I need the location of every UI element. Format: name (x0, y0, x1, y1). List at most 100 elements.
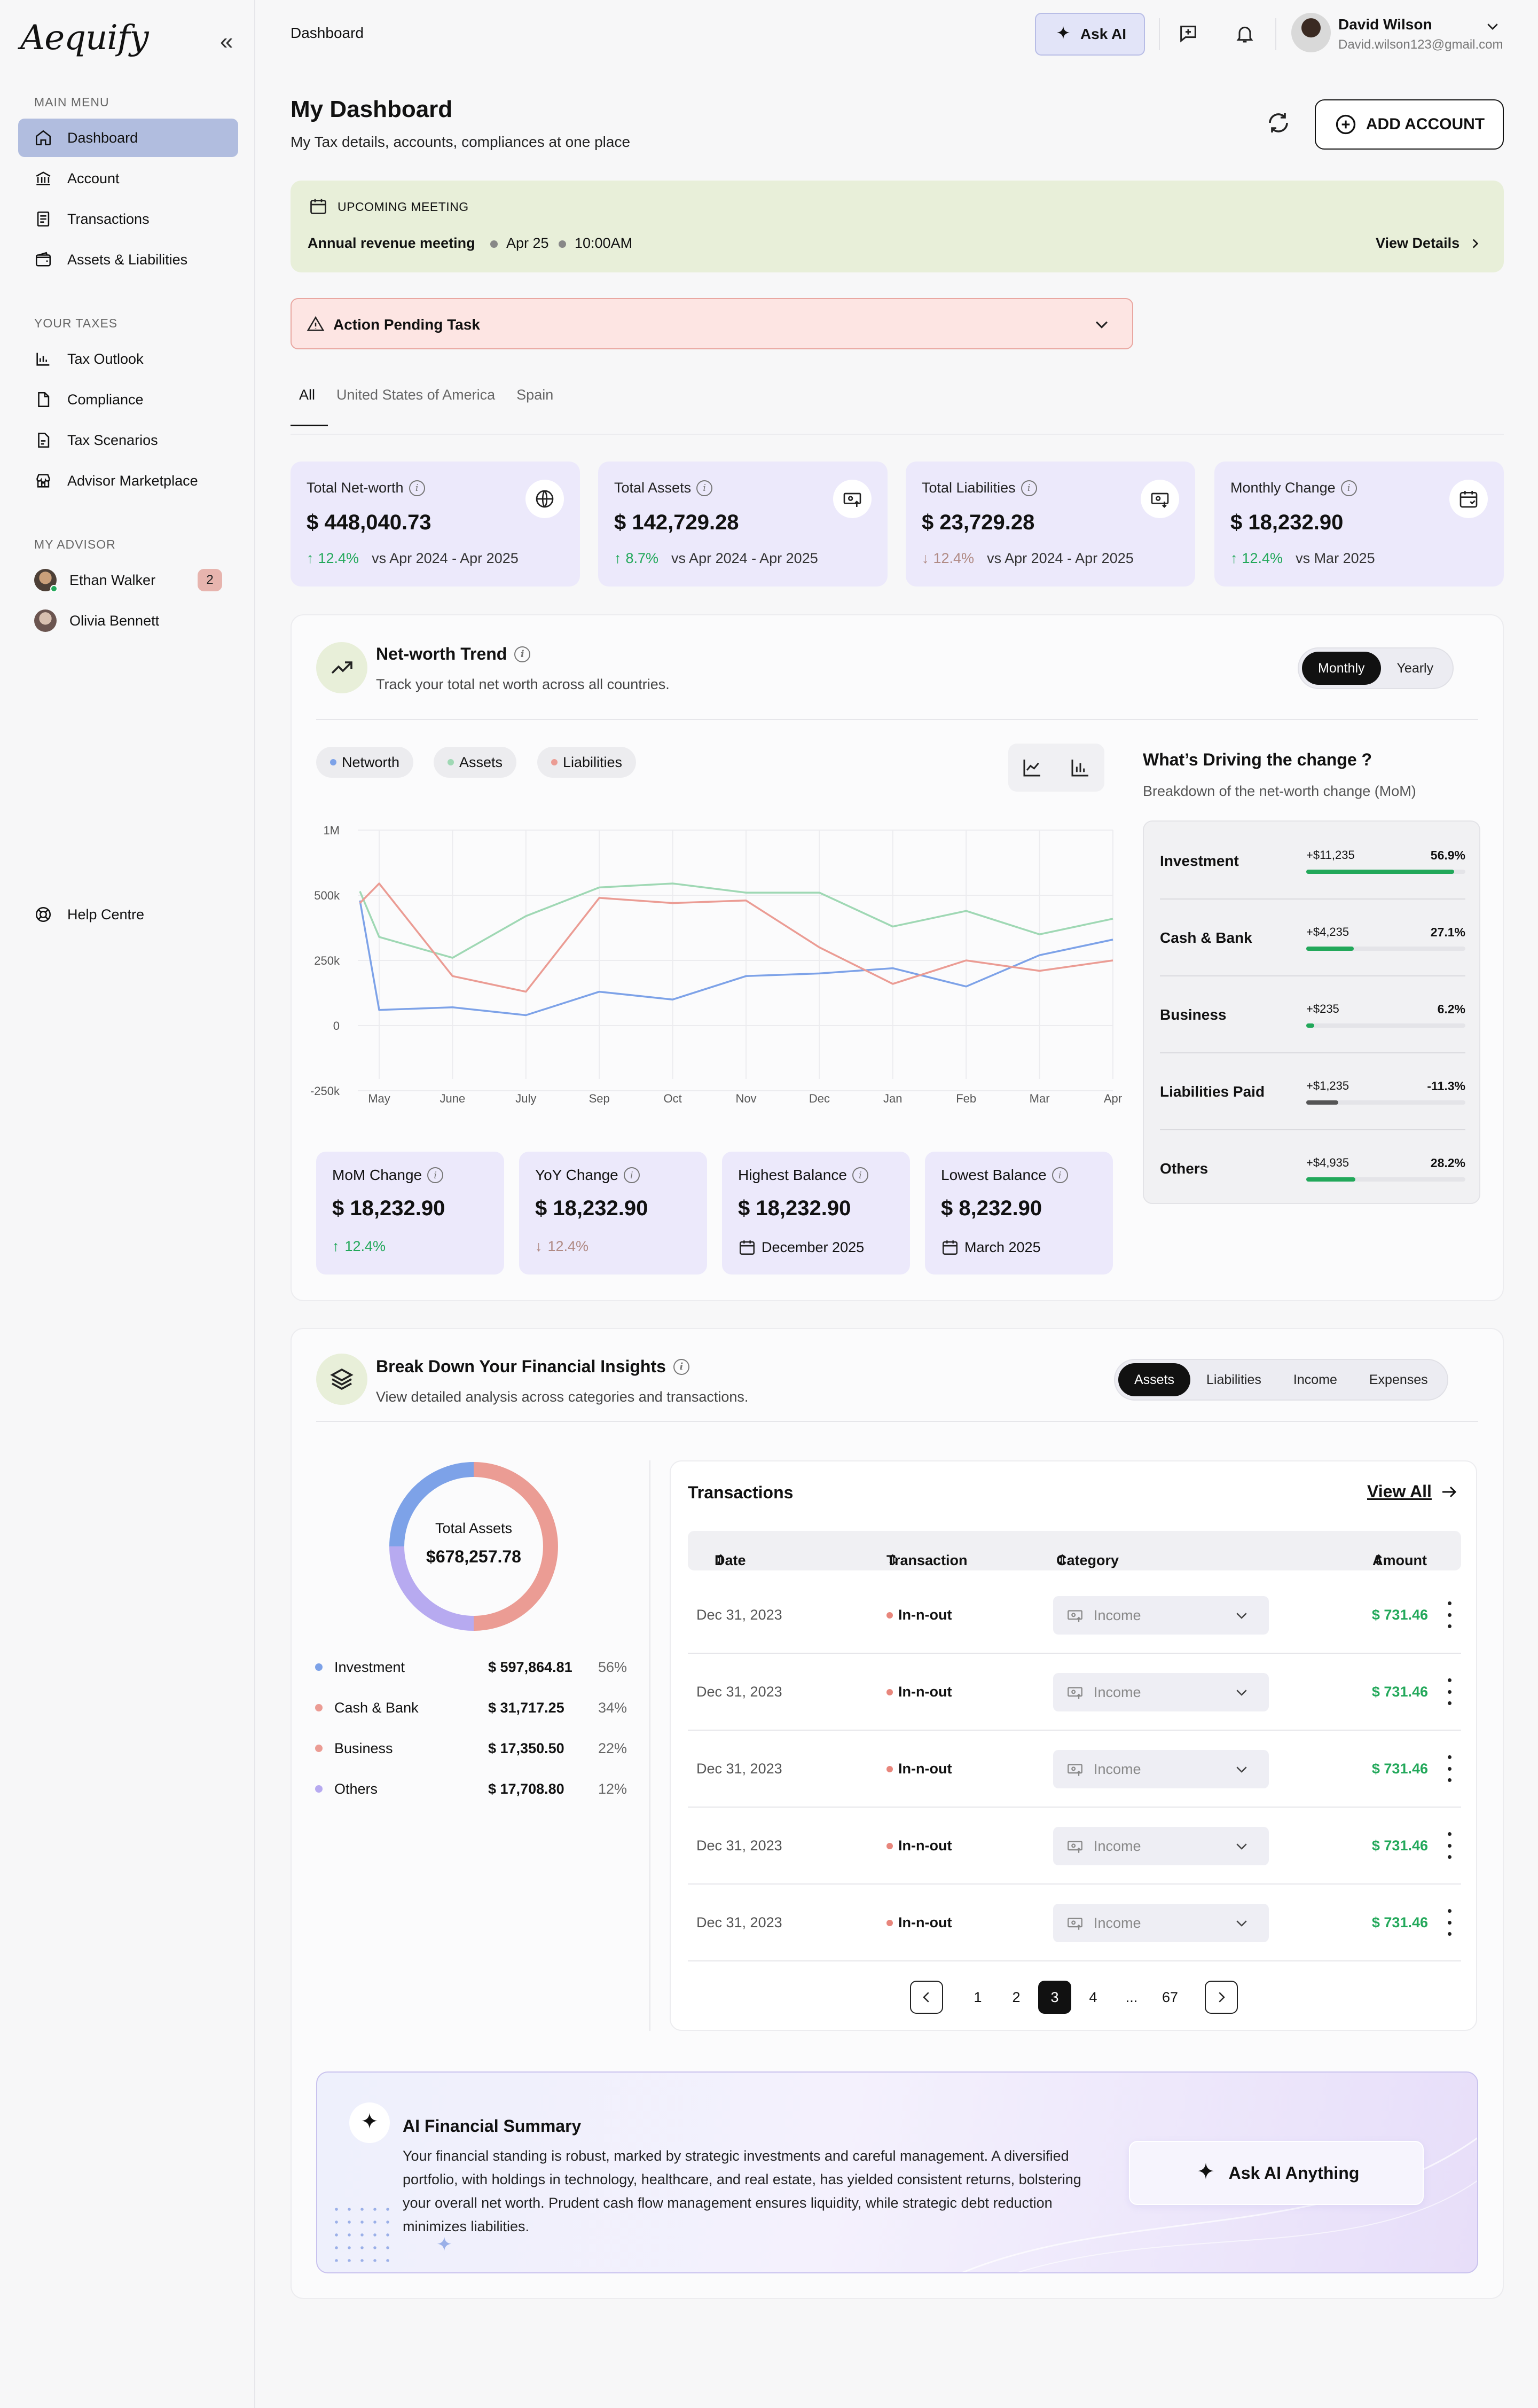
tab-expenses[interactable]: Expenses (1369, 1372, 1428, 1387)
app-logo[interactable]: Aequify (20, 18, 149, 58)
page-ellipsis: ... (1125, 1989, 1138, 2005)
info-icon[interactable]: i (427, 1167, 444, 1183)
ask-ai-anything-button[interactable]: Ask AI Anything (1129, 2141, 1424, 2205)
sidebar-item-advisor-marketplace[interactable]: Advisor Marketplace (18, 462, 238, 500)
more-vertical-icon[interactable] (1444, 1755, 1455, 1782)
page-3[interactable]: 3 (1038, 1981, 1071, 2014)
donut-slice[interactable] (473, 1462, 558, 1631)
info-icon[interactable]: i (673, 1358, 689, 1375)
info-icon[interactable]: i (1021, 480, 1037, 496)
more-vertical-icon[interactable] (1444, 1909, 1455, 1936)
category-select[interactable]: Income (1053, 1827, 1269, 1865)
chevron-right-icon (1219, 1992, 1225, 2003)
mini-card-yoy[interactable]: YoY Change i $ 18,232.90 ↓ 12.4% (519, 1152, 707, 1275)
tx-name: In-n-out (886, 1914, 952, 1931)
legend-name: Others (334, 1781, 378, 1797)
stat-card-total-assets[interactable]: Total Assets i $ 142,729.28 ↑ 8.7% vs Apr 2… (598, 462, 888, 587)
warning-icon (307, 316, 325, 331)
sidebar-item-dashboard[interactable]: Dashboard (18, 119, 238, 157)
action-pending-dropdown[interactable]: Action Pending Task (291, 298, 1133, 349)
chevron-down-icon[interactable] (1485, 18, 1501, 34)
legend-color-dot (315, 1704, 323, 1711)
legend-chip-networth[interactable]: Networth (316, 747, 414, 778)
home-icon (34, 129, 52, 147)
table-row[interactable]: Dec 31, 2023 In-n-out Income $ 731.46 (688, 1654, 1461, 1731)
page-1[interactable]: 1 (974, 1989, 982, 2005)
tab-liabilities[interactable]: Liabilities (1206, 1372, 1261, 1387)
table-row[interactable]: Dec 31, 2023 In-n-out Income $ 731.46 (688, 1577, 1461, 1654)
next-page-button[interactable] (1205, 1981, 1238, 2014)
stat-card-net-worth[interactable]: Total Net-worth i $ 448,040.73 ↑ 12.4% vs A… (291, 462, 580, 587)
separator-dot (559, 240, 566, 248)
stat-card-monthly-change[interactable]: Monthly Change i $ 18,232.90 ↑ 12.4% vs Mar… (1214, 462, 1504, 587)
info-icon[interactable]: i (852, 1167, 868, 1183)
mini-card-lowest[interactable]: Lowest Balance i $ 8,232.90 March 2025 (925, 1152, 1113, 1275)
donut-slice[interactable] (389, 1462, 474, 1547)
tab-usa[interactable]: United States of America (336, 387, 496, 403)
user-name[interactable]: David Wilson (1338, 16, 1432, 33)
sidebar-item-transactions[interactable]: Transactions (18, 200, 238, 238)
add-account-button[interactable]: ADD ACCOUNT (1315, 99, 1504, 150)
category-select[interactable]: Income (1053, 1750, 1269, 1788)
sidebar-item-assets-liabilities[interactable]: Assets & Liabilities (18, 240, 238, 279)
chevron-down-icon (1236, 1766, 1247, 1773)
more-vertical-icon[interactable] (1444, 1678, 1455, 1705)
driver-name: Cash & Bank (1160, 929, 1252, 946)
x-tick-label: Dec (809, 1092, 830, 1105)
sidebar-item-compliance[interactable]: Compliance (18, 380, 238, 419)
table-row[interactable]: Dec 31, 2023 In-n-out Income $ 731.46 (688, 1808, 1461, 1885)
tab-assets[interactable]: Assets (1118, 1363, 1191, 1396)
info-icon[interactable]: i (409, 480, 425, 496)
sidebar-item-tax-outlook[interactable]: Tax Outlook (18, 340, 238, 378)
info-icon[interactable]: i (696, 480, 713, 496)
line-chart-icon[interactable] (1022, 757, 1043, 778)
more-vertical-icon[interactable] (1444, 1601, 1455, 1628)
money-out-icon (1141, 480, 1179, 518)
sidebar-item-help-centre[interactable]: Help Centre (18, 895, 238, 934)
user-avatar[interactable] (1291, 13, 1331, 52)
view-all-link[interactable]: View All (1367, 1482, 1458, 1502)
legend-chip-assets[interactable]: Assets (434, 747, 517, 778)
category-select[interactable]: Income (1053, 1673, 1269, 1711)
info-icon[interactable]: i (514, 646, 531, 662)
category-select[interactable]: Income (1053, 1596, 1269, 1635)
driver-progress-track (1306, 1177, 1465, 1182)
view-details-link[interactable]: View Details (1376, 235, 1482, 252)
sidebar-item-tax-scenarios[interactable]: Tax Scenarios (18, 421, 238, 459)
tab-spain[interactable]: Spain (516, 387, 554, 403)
bell-icon[interactable] (1233, 21, 1257, 46)
info-icon[interactable]: i (1052, 1167, 1068, 1183)
tx-name: In-n-out (886, 1684, 952, 1700)
table-row[interactable]: Dec 31, 2023 In-n-out Income $ 731.46 (688, 1885, 1461, 1961)
sidebar-item-account[interactable]: Account (18, 159, 238, 198)
receipt-icon (34, 210, 52, 228)
mini-card-mom[interactable]: MoM Change i $ 18,232.90 ↑ 12.4% (316, 1152, 504, 1275)
toggle-yearly[interactable]: Yearly (1396, 660, 1434, 676)
info-icon[interactable]: i (1340, 480, 1357, 496)
mini-card-highest[interactable]: Highest Balance i $ 18,232.90 December 20… (722, 1152, 910, 1275)
stat-card-total-liabilities[interactable]: Total Liabilities i $ 23,729.28 ↓ 12.4% vs … (906, 462, 1195, 587)
tab-all[interactable]: All (291, 387, 328, 426)
advisor-olivia-bennett[interactable]: Olivia Bennett (18, 601, 238, 640)
more-vertical-icon[interactable] (1444, 1832, 1455, 1859)
ask-ai-button[interactable]: Ask AI (1035, 13, 1145, 56)
tab-income[interactable]: Income (1293, 1372, 1337, 1387)
online-status-dot (50, 585, 58, 592)
legend-chip-liabilities[interactable]: Liabilities (537, 747, 637, 778)
x-tick-label: Sep (589, 1092, 610, 1105)
sparkle-icon (349, 2102, 390, 2143)
category-select[interactable]: Income (1053, 1904, 1269, 1942)
refresh-icon[interactable] (1266, 110, 1291, 136)
advisor-ethan-walker[interactable]: Ethan Walker 2 (18, 561, 238, 599)
donut-slice[interactable] (389, 1546, 474, 1631)
info-icon[interactable]: i (623, 1167, 640, 1183)
page-2[interactable]: 2 (1012, 1989, 1021, 2005)
bar-chart-icon[interactable] (1070, 757, 1091, 778)
message-icon[interactable] (1176, 21, 1200, 46)
page-4[interactable]: 4 (1089, 1989, 1097, 2005)
prev-page-button[interactable] (910, 1981, 943, 2014)
collapse-sidebar-icon[interactable]: « (220, 28, 233, 54)
page-67[interactable]: 67 (1162, 1989, 1179, 2005)
toggle-monthly[interactable]: Monthly (1302, 652, 1381, 685)
table-row[interactable]: Dec 31, 2023 In-n-out Income $ 731.46 (688, 1731, 1461, 1808)
